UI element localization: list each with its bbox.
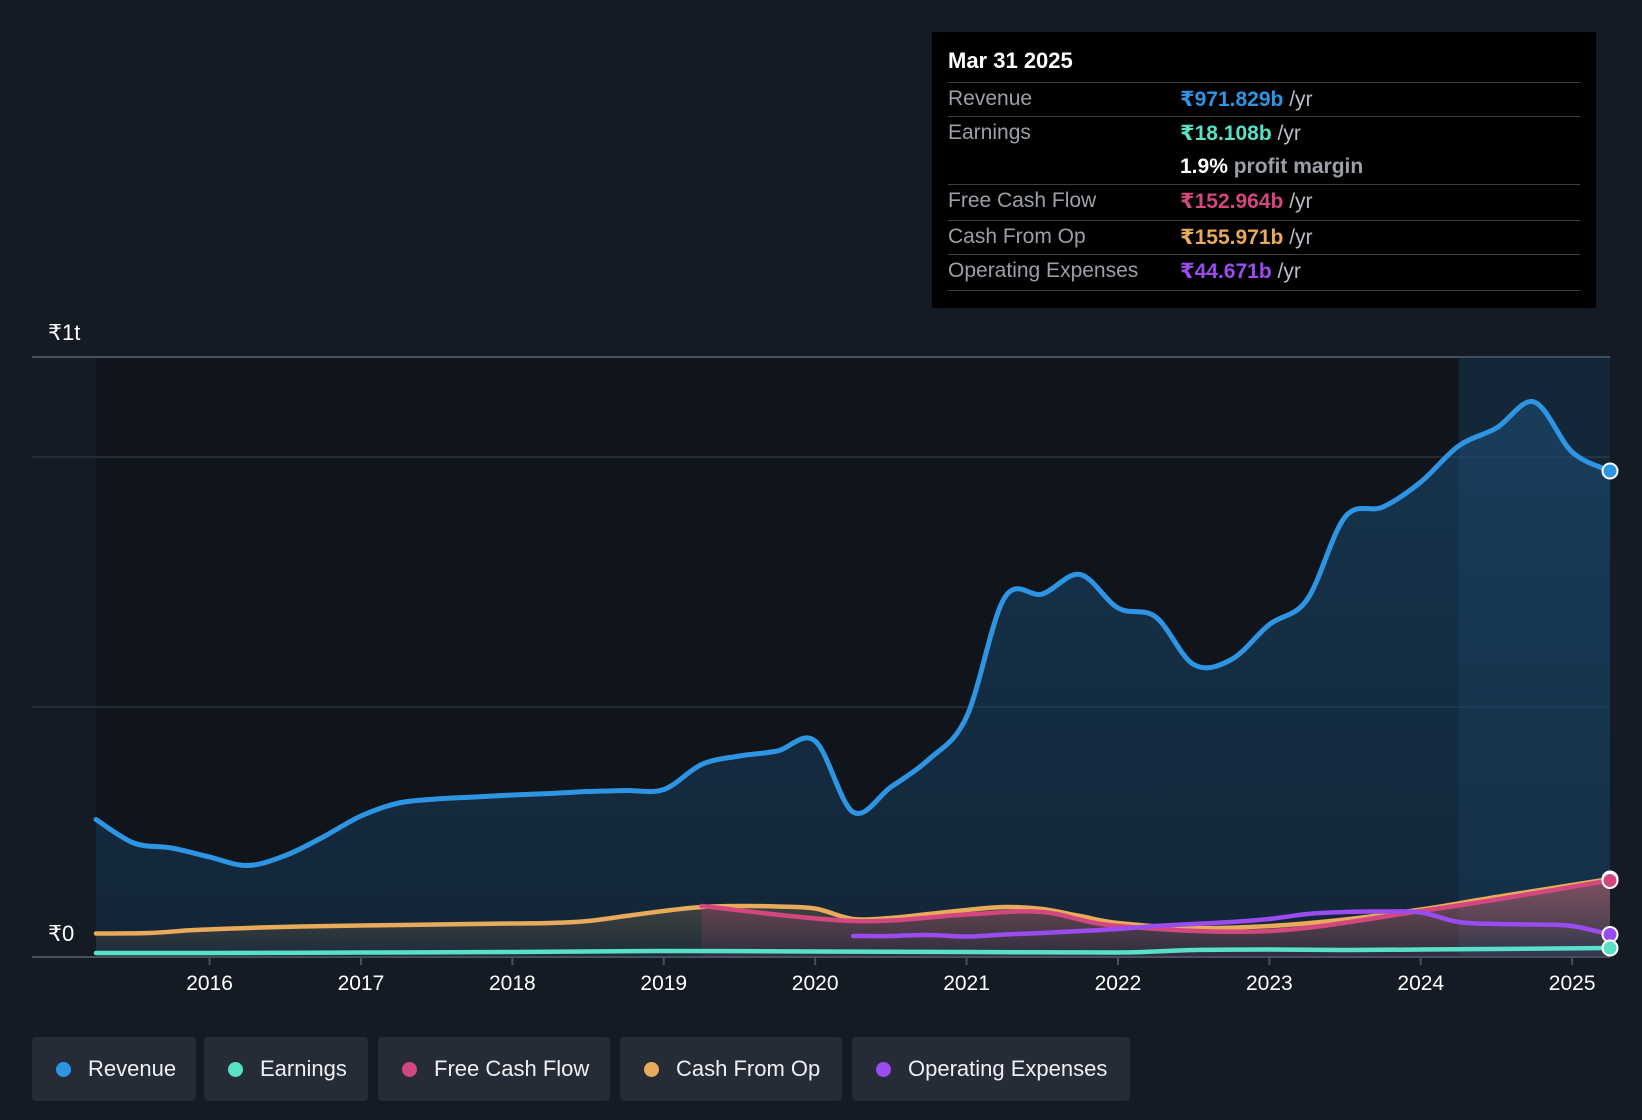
- tooltip-row-operating-expenses: Operating Expenses ₹44.671b /yr: [948, 254, 1580, 289]
- x-tick-label: 2016: [186, 972, 233, 995]
- legend-label: Revenue: [88, 1056, 177, 1081]
- legend-item-cash-from-op[interactable]: Cash From Op: [620, 1037, 842, 1101]
- y-label-bottom: ₹0: [48, 921, 75, 946]
- tooltip-label: Revenue: [948, 87, 1033, 110]
- tooltip-label: Operating Expenses: [948, 259, 1139, 282]
- tooltip-row-earnings: Earnings ₹18.108b /yr 1.9% profit margin: [948, 116, 1580, 185]
- tooltip-profit-margin: 1.9% profit margin: [1180, 155, 1364, 178]
- legend-dot-icon: [56, 1062, 71, 1077]
- legend-item-revenue[interactable]: Revenue: [32, 1037, 196, 1101]
- tooltip-row-free-cash-flow: Free Cash Flow ₹152.964b /yr: [948, 184, 1580, 219]
- series-lines: [93, 399, 1613, 956]
- x-tick-label: 2019: [640, 972, 687, 995]
- tooltip-date: Mar 31 2025: [948, 48, 1073, 73]
- legend-label: Operating Expenses: [908, 1056, 1108, 1081]
- tooltip-divider: [948, 290, 1580, 291]
- end-markers: [1601, 462, 1619, 957]
- tooltip-label: Earnings: [948, 121, 1031, 144]
- earnings-end-marker: [1601, 939, 1619, 957]
- x-axis: 2016 2017 2018 2019 2020 2021 2022 2023 2024 2025: [186, 957, 1596, 995]
- x-tick-label: 2020: [792, 972, 839, 995]
- legend-item-operating-expenses[interactable]: Operating Expenses: [852, 1037, 1130, 1101]
- x-tick-label: 2025: [1549, 972, 1596, 995]
- revenue-line: [93, 399, 1613, 869]
- operating-expenses-line: [850, 909, 1613, 939]
- x-tick-label: 2021: [943, 972, 990, 995]
- tooltip-value: ₹971.829b /yr: [1180, 88, 1313, 111]
- tooltip-value: ₹18.108b /yr: [1180, 122, 1301, 145]
- x-tick-label: 2018: [489, 972, 536, 995]
- x-tick-label: 2022: [1095, 972, 1142, 995]
- tooltip: Mar 31 2025 Revenue ₹971.829b /yr Earnin…: [932, 32, 1596, 308]
- revenue-end-marker: [1601, 462, 1619, 480]
- tooltip-row-revenue: Revenue ₹971.829b /yr: [948, 82, 1580, 117]
- legend-dot-icon: [644, 1062, 659, 1077]
- x-tick-label: 2024: [1397, 972, 1444, 995]
- tooltip-label: Free Cash Flow: [948, 189, 1097, 212]
- x-tick-label: 2017: [338, 972, 385, 995]
- series-areas: [96, 401, 1610, 957]
- legend-label: Earnings: [260, 1056, 347, 1081]
- tooltip-value: ₹155.971b /yr: [1180, 226, 1313, 249]
- legend-dot-icon: [402, 1062, 417, 1077]
- legend-label: Cash From Op: [676, 1056, 821, 1081]
- cash-from-op-line: [93, 876, 1613, 936]
- tooltip-row-cash-from-op: Cash From Op ₹155.971b /yr: [948, 220, 1580, 255]
- legend-dot-icon: [876, 1062, 891, 1077]
- legend-label: Free Cash Flow: [434, 1056, 590, 1081]
- x-tick-label: 2023: [1246, 972, 1293, 995]
- free-cash-flow-end-marker: [1601, 872, 1619, 889]
- legend-item-earnings[interactable]: Earnings: [204, 1037, 368, 1101]
- tooltip-value: ₹44.671b /yr: [1180, 260, 1301, 283]
- tooltip-value: ₹152.964b /yr: [1180, 190, 1313, 213]
- legend-dot-icon: [228, 1062, 243, 1077]
- free-cash-flow-area: [701, 880, 1610, 957]
- earnings-line: [93, 945, 1613, 956]
- y-label-top: ₹1t: [48, 320, 81, 345]
- revenue-area: [96, 401, 1610, 957]
- legend-item-free-cash-flow[interactable]: Free Cash Flow: [378, 1037, 610, 1101]
- tooltip-label: Cash From Op: [948, 225, 1086, 248]
